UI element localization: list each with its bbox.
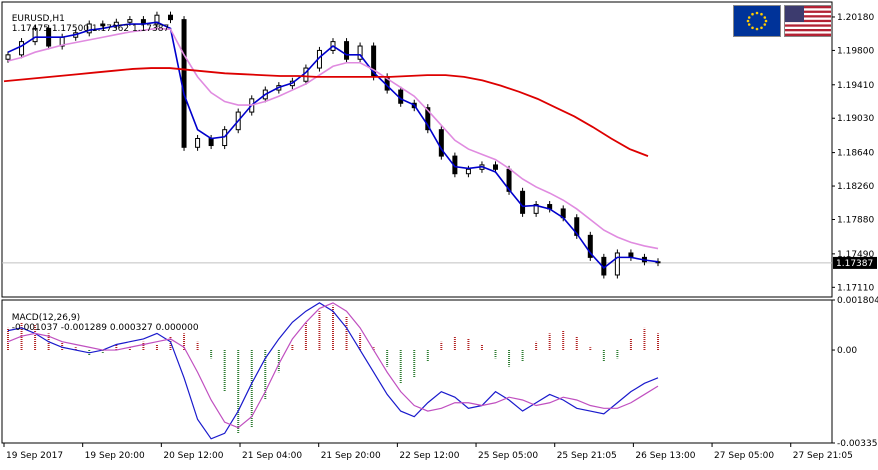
symbol-label: EURUSD,H1 bbox=[11, 14, 65, 24]
macd-name: MACD(12,26,9) bbox=[11, 313, 81, 323]
ma-mid-line bbox=[7, 27, 659, 250]
x-tick-label: 19 Sep 20:00 bbox=[85, 451, 145, 461]
x-tick-label: 21 Sep 04:00 bbox=[242, 451, 302, 461]
candle-body bbox=[181, 19, 187, 148]
x-tick-label: 25 Sep 05:00 bbox=[478, 451, 538, 461]
chart-title: EURUSD,H1 1.17475 1.17500 1.17362 1.1738… bbox=[6, 4, 169, 34]
x-tick-label: 20 Sep 12:00 bbox=[163, 451, 223, 461]
candle-body bbox=[587, 234, 593, 258]
macd-title: MACD(12,26,9) -0.001037 -0.001289 0.0003… bbox=[6, 303, 199, 333]
macd-values: -0.001037 -0.001289 0.000327 0.000000 bbox=[11, 323, 199, 333]
x-tick-label: 21 Sep 20:00 bbox=[321, 451, 381, 461]
x-tick-label: 26 Sep 13:00 bbox=[635, 451, 695, 461]
current-price-tag bbox=[833, 256, 877, 269]
candle-body bbox=[574, 217, 580, 236]
macd-signal-line bbox=[7, 302, 659, 429]
candle-body bbox=[208, 137, 214, 147]
price-y-tick-label: 1.19410 bbox=[837, 81, 874, 91]
candle-body bbox=[520, 190, 526, 214]
x-tick-label: 19 Sep 2017 bbox=[6, 451, 63, 461]
eu-flag-icon bbox=[733, 5, 781, 37]
price-y-tick-label: 1.18260 bbox=[837, 182, 874, 192]
candle-body bbox=[86, 23, 92, 34]
candle-body bbox=[100, 23, 106, 27]
x-tick-label: 25 Sep 21:05 bbox=[557, 451, 617, 461]
current-price-label: 1.17387 bbox=[836, 259, 873, 269]
macd-line bbox=[7, 302, 659, 440]
macd-y-tick-label: -0.003351 bbox=[837, 439, 878, 449]
price-panel-frame bbox=[1, 1, 833, 298]
ohlc-label: 1.17475 1.17500 1.17362 1.17387 bbox=[11, 24, 170, 34]
x-tick-label: 22 Sep 12:00 bbox=[399, 451, 459, 461]
candle-body bbox=[465, 168, 471, 175]
candle-body bbox=[154, 14, 160, 25]
price-y-tick-label: 1.20180 bbox=[837, 13, 874, 23]
candle-body bbox=[19, 41, 25, 56]
candle-body bbox=[425, 107, 431, 131]
candle-body bbox=[357, 45, 363, 60]
candle-body bbox=[5, 54, 11, 60]
us-flag-icon bbox=[784, 5, 832, 37]
candle-body bbox=[614, 252, 620, 276]
ma-fast-line bbox=[7, 21, 659, 270]
macd-y-tick-label: 0.00 bbox=[837, 346, 857, 356]
ma-slow-line bbox=[3, 67, 649, 157]
price-y-tick-label: 1.19800 bbox=[837, 46, 874, 56]
price-y-tick-label: 1.19030 bbox=[837, 114, 874, 124]
candle-body bbox=[32, 27, 38, 43]
price-y-tick-label: 1.17880 bbox=[837, 216, 874, 226]
price-y-tick-label: 1.17110 bbox=[837, 283, 874, 293]
candle-body bbox=[438, 129, 444, 157]
macd-panel-frame bbox=[1, 299, 833, 444]
candle-body bbox=[168, 14, 173, 21]
x-tick-label: 27 Sep 21:05 bbox=[793, 451, 853, 461]
macd-y-tick-label: 0.001804 bbox=[837, 296, 878, 306]
price-y-tick-label: 1.18640 bbox=[837, 149, 874, 159]
candle-body bbox=[533, 204, 539, 214]
candle-body bbox=[344, 41, 350, 60]
price-y-tick-label: 1.17490 bbox=[837, 250, 874, 260]
x-tick-label: 27 Sep 05:00 bbox=[714, 451, 774, 461]
candle-body bbox=[195, 137, 201, 148]
candle-body bbox=[127, 19, 133, 23]
candle-body bbox=[493, 164, 498, 170]
